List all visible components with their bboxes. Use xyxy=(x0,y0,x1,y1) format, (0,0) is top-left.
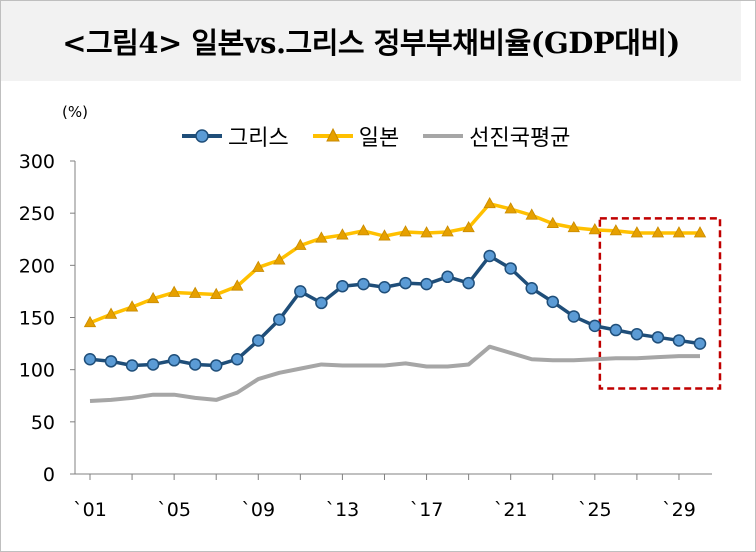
x-tick-label: `13 xyxy=(326,499,360,521)
y-unit-label: (%) xyxy=(62,103,88,121)
japan-point xyxy=(315,231,328,243)
greece-point xyxy=(651,331,665,344)
x-tick-label: `09 xyxy=(241,499,275,521)
title-bar: <그림4> 일본vs.그리스 정부부채비율(GDP대비) xyxy=(1,1,741,81)
japan-point xyxy=(336,228,349,240)
japan-point xyxy=(567,220,580,233)
greece-point xyxy=(230,352,244,366)
japan-point xyxy=(231,279,244,291)
japan-point xyxy=(441,225,454,237)
greece-point xyxy=(609,323,623,337)
japan-point xyxy=(525,208,538,220)
y-tick-label: 200 xyxy=(19,255,55,277)
japan-point xyxy=(188,286,202,298)
greece-point xyxy=(441,270,454,284)
japan-point xyxy=(609,224,623,236)
japan-point xyxy=(167,285,181,297)
x-tick-label: `01 xyxy=(73,499,107,521)
greece-point xyxy=(146,358,160,371)
legend-label-advanced: 선진국평균 xyxy=(469,126,571,151)
legend-greece-swatch xyxy=(182,129,222,143)
x-tick-label: `21 xyxy=(494,499,528,521)
legend-japan-swatch xyxy=(312,127,353,142)
y-tick-label: 100 xyxy=(19,360,55,382)
japan-point xyxy=(483,196,496,209)
legend-item-advanced: 선진국평균 xyxy=(421,120,570,152)
legend-label-japan: 일본 xyxy=(358,126,400,151)
series-line-japan xyxy=(89,202,700,325)
japan-point xyxy=(273,253,286,265)
japan-point xyxy=(588,223,602,235)
japan-point xyxy=(83,315,97,328)
japan-point xyxy=(462,220,475,233)
y-tick-label: 250 xyxy=(19,203,55,225)
greece-point xyxy=(83,352,97,366)
greece-point xyxy=(294,285,307,298)
greece-point xyxy=(504,262,517,275)
japan-point xyxy=(420,226,433,238)
legend-item-greece: 그리스 xyxy=(180,120,289,152)
highlight-box xyxy=(598,217,722,390)
greece-point xyxy=(336,279,349,293)
legend-label-greece: 그리스 xyxy=(228,126,289,151)
greece-point xyxy=(630,327,644,341)
japan-point xyxy=(125,300,139,312)
series-line-advanced xyxy=(89,344,700,403)
greece-point xyxy=(483,249,496,263)
x-tick-label: `05 xyxy=(157,499,191,521)
greece-point xyxy=(525,282,538,295)
greece-point xyxy=(315,296,328,310)
legend-advanced-swatch xyxy=(423,134,464,138)
japan-point xyxy=(104,307,118,319)
greece-point xyxy=(588,319,602,333)
greece-point xyxy=(104,355,118,368)
greece-point xyxy=(167,354,181,367)
japan-point xyxy=(399,225,412,237)
x-tick-label: `17 xyxy=(410,499,444,521)
legend-item-japan: 일본 xyxy=(311,120,399,152)
greece-point xyxy=(357,277,370,291)
greece-point xyxy=(672,334,686,347)
greece-point xyxy=(693,337,707,350)
y-tick-label: 300 xyxy=(19,151,55,173)
series-line-greece xyxy=(89,254,701,368)
japan-point xyxy=(651,226,665,238)
greece-point xyxy=(399,276,412,290)
x-tick-label: `29 xyxy=(662,499,696,521)
japan-point xyxy=(672,226,686,238)
japan-point xyxy=(252,260,265,272)
y-tick-label: 150 xyxy=(19,308,55,330)
japan-point xyxy=(504,202,517,214)
japan-point xyxy=(378,229,391,241)
greece-point xyxy=(125,359,139,372)
greece-point xyxy=(567,310,581,323)
japan-point xyxy=(357,224,370,236)
greece-point xyxy=(420,277,433,291)
greece-point xyxy=(252,334,265,347)
y-tick-label: 50 xyxy=(31,412,55,434)
greece-point xyxy=(273,313,286,326)
japan-point xyxy=(146,291,160,304)
japan-point xyxy=(546,216,559,229)
greece-point xyxy=(378,280,391,294)
x-tick-label: `25 xyxy=(578,499,612,521)
y-tick-label: 0 xyxy=(43,464,55,486)
japan-point xyxy=(630,226,644,238)
japan-point xyxy=(693,226,707,238)
japan-point xyxy=(210,287,223,299)
greece-point xyxy=(462,276,475,290)
greece-point xyxy=(546,295,560,309)
legend: 그리스 일본 선진국평균 xyxy=(180,120,592,152)
greece-point xyxy=(209,359,223,372)
greece-point xyxy=(188,358,202,371)
chart-title: <그림4> 일본vs.그리스 정부부채비율(GDP대비) xyxy=(62,26,680,60)
japan-point xyxy=(294,238,307,250)
